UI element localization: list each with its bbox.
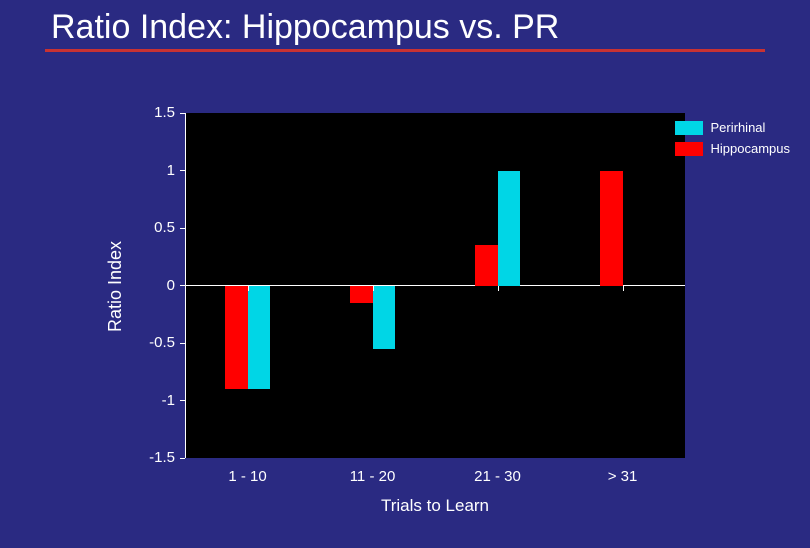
xtick-label: 11 - 20 xyxy=(350,468,396,485)
legend-swatch xyxy=(675,142,703,156)
chart: 1.5 1 0.5 0 -0.5 -1 -1.5 1 - 10 11 - 20 21 - 30 > … xyxy=(0,8,810,548)
ytick-label: -0.5 xyxy=(135,334,175,351)
xtick xyxy=(498,286,499,291)
y-axis-label: Ratio Index xyxy=(105,231,126,341)
legend-item: Hippocampus xyxy=(675,141,791,156)
legend: Perirhinal Hippocampus xyxy=(675,120,791,156)
xtick xyxy=(623,286,624,291)
xtick-label: > 31 xyxy=(608,468,638,485)
ytick-label: 1 xyxy=(135,162,175,179)
legend-label: Perirhinal xyxy=(711,120,766,135)
legend-item: Perirhinal xyxy=(675,120,791,135)
bar xyxy=(350,286,373,303)
legend-swatch xyxy=(675,121,703,135)
ytick-label: 0.5 xyxy=(135,219,175,236)
ytick-label: -1.5 xyxy=(135,449,175,466)
ytick-label: 0 xyxy=(135,277,175,294)
x-axis-label: Trials to Learn xyxy=(185,496,685,516)
xtick xyxy=(248,286,249,291)
ytick-label: 1.5 xyxy=(135,104,175,121)
bar xyxy=(373,286,396,349)
bar xyxy=(498,171,521,286)
ytick-label: -1 xyxy=(135,392,175,409)
xtick-label: 21 - 30 xyxy=(474,468,521,485)
bar xyxy=(225,286,248,390)
xtick xyxy=(373,286,374,291)
bar xyxy=(475,245,498,285)
bar xyxy=(600,171,623,286)
legend-label: Hippocampus xyxy=(711,141,791,156)
bar xyxy=(248,286,271,390)
xtick-label: 1 - 10 xyxy=(228,468,266,485)
